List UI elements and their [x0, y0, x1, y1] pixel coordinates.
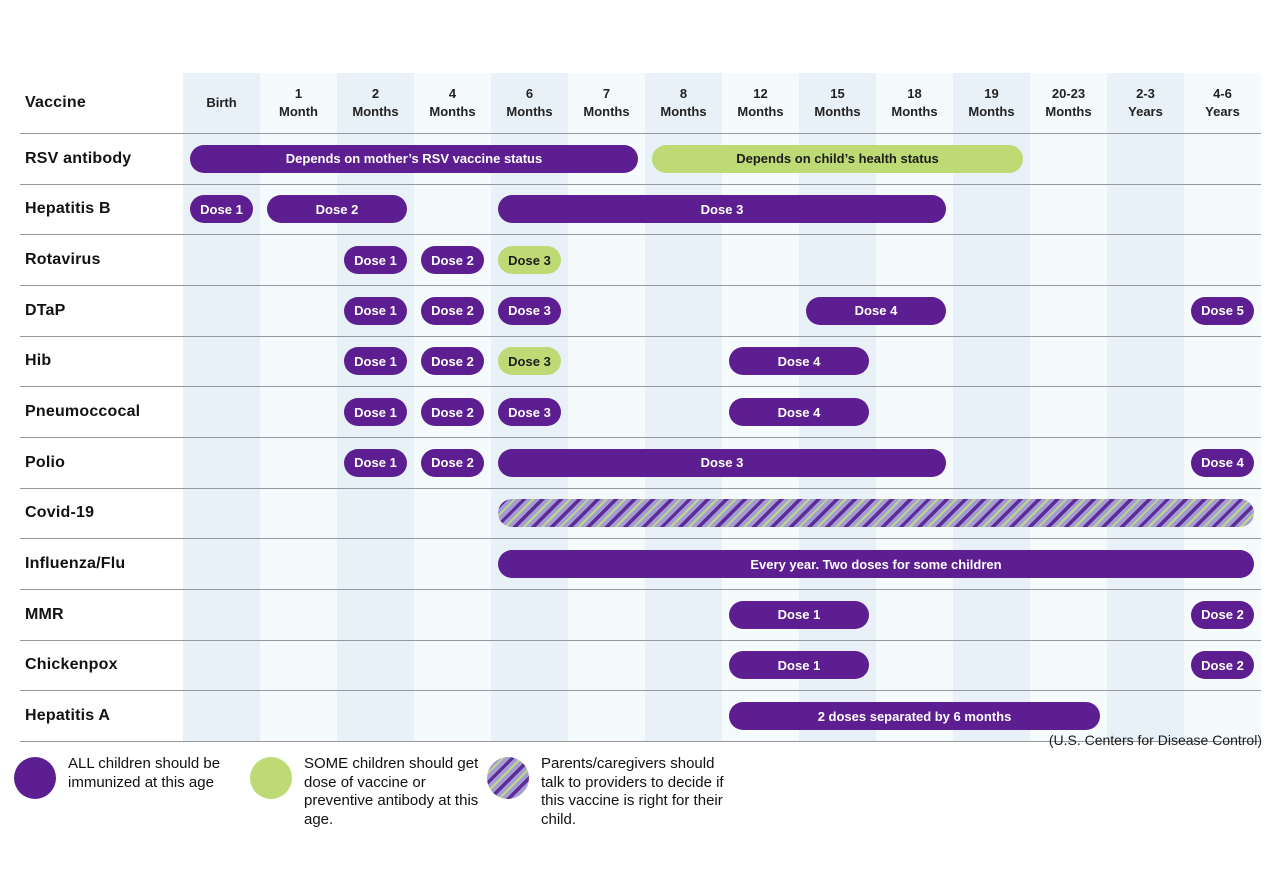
- age-column-header: 8 Months: [660, 85, 707, 119]
- dose-pill: Every year. Two doses for some children: [498, 550, 1254, 579]
- vaccine-row: DTaP Dose 1 Dose 2 Dose 3 Dose 4 Dose 5: [20, 284, 1261, 336]
- age-column-header: 6 Months: [506, 85, 553, 119]
- age-column-header: 15 Months: [814, 85, 861, 119]
- vaccine-label: DTaP: [25, 301, 66, 319]
- dose-pill: Dose 4: [806, 296, 946, 325]
- chart-header-row: Vaccine Birth 1 Month 2 Months 4 Months 6 Months…: [20, 73, 1261, 133]
- vaccine-label: Influenza/Flu: [25, 555, 126, 573]
- vaccine-row: RSV antibody Depends on mother’s RSV vacc…: [20, 133, 1261, 184]
- age-column-header: 4-6 Years: [1205, 85, 1240, 119]
- vaccine-label: Chickenpox: [25, 656, 118, 674]
- legend-text-discuss: Parents/caregivers should talk to provid…: [541, 755, 724, 828]
- dose-pill: Dose 3: [498, 296, 561, 325]
- dose-pill: Dose 2: [421, 296, 484, 325]
- age-column-header: 7 Months: [583, 85, 630, 119]
- age-column-header: 1 Month: [279, 85, 318, 119]
- vaccine-label: Hib: [25, 352, 52, 370]
- dose-pill: 2 doses separated by 6 months: [729, 702, 1100, 731]
- vaccine-label: MMR: [25, 605, 64, 623]
- dose-pill: Dose 2: [421, 347, 484, 376]
- vaccine-row: Pneumoccocal Dose 1 Dose 2 Dose 3 Dose 4: [20, 386, 1261, 437]
- vaccine-row: Rotavirus Dose 1 Dose 2 Dose 3: [20, 234, 1261, 285]
- vaccine-label: Polio: [25, 453, 66, 471]
- dose-pill: Dose 4: [1191, 448, 1254, 477]
- hatched-bar: [498, 499, 1254, 528]
- dose-pill: Dose 3: [498, 347, 561, 376]
- dose-pill: Dose 1: [190, 195, 253, 224]
- dose-pill: Dose 2: [421, 448, 484, 477]
- vaccine-label: Rotavirus: [25, 251, 101, 269]
- vaccine-column-header: Vaccine: [25, 94, 87, 111]
- dose-pill: Dose 2: [1191, 600, 1254, 629]
- vaccine-row: Hepatitis A 2 doses separated by 6 months: [20, 690, 1261, 741]
- vaccine-label: RSV antibody: [25, 149, 132, 167]
- legend-text-some: SOME children should get dose of vaccine…: [304, 755, 479, 828]
- legend: ALL children should be immunized at this…: [0, 755, 780, 865]
- vaccine-rows: RSV antibody Depends on mother’s RSV vacc…: [20, 133, 1261, 742]
- age-column-header: Birth: [206, 94, 237, 110]
- vaccine-row: MMR Dose 1 Dose 2: [20, 588, 1261, 640]
- dose-pill: Dose 3: [498, 246, 561, 275]
- age-column-header: 19 Months: [968, 85, 1015, 119]
- age-column-header: 2 Months: [352, 85, 399, 119]
- legend-text-all: ALL children should be immunized at this…: [68, 755, 221, 791]
- dose-pill: Dose 2: [421, 246, 484, 275]
- dose-pill: Dose 1: [344, 448, 407, 477]
- source-attribution: (U.S. Centers for Disease Control): [1048, 732, 1262, 748]
- age-column-header: 12 Months: [737, 85, 784, 119]
- dose-pill: Dose 3: [498, 195, 946, 224]
- talk-to-provider-dot-icon: [487, 757, 529, 799]
- age-column-header: 18 Months: [891, 85, 938, 119]
- dose-pill: Dose 2: [267, 195, 407, 224]
- vaccine-row: Chickenpox Dose 1 Dose 2: [20, 639, 1261, 691]
- age-column-header: 20-23 Months: [1045, 85, 1092, 119]
- vaccine-row: Influenza/Flu Every year. Two doses for s…: [20, 538, 1261, 589]
- age-column-header: 2-3 Years: [1128, 85, 1163, 119]
- age-column-header: 4 Months: [429, 85, 476, 119]
- dose-pill: Dose 3: [498, 398, 561, 427]
- dose-pill: Dose 1: [344, 246, 407, 275]
- vaccine-row: Polio Dose 1 Dose 2 Dose 3 Dose 4: [20, 436, 1261, 488]
- dose-pill: Dose 1: [344, 347, 407, 376]
- dose-pill: Dose 4: [729, 347, 869, 376]
- dose-pill: Dose 5: [1191, 296, 1254, 325]
- dose-pill: Dose 1: [729, 651, 869, 680]
- dose-pill: Dose 4: [729, 398, 869, 427]
- dose-pill: Dose 2: [421, 398, 484, 427]
- some-children-dot-icon: [250, 757, 292, 799]
- dose-pill: Dose 3: [498, 448, 946, 477]
- vaccine-label: Hepatitis A: [25, 707, 111, 725]
- vaccine-schedule-chart: Vaccine Birth 1 Month 2 Months 4 Months 6 Months…: [20, 73, 1261, 742]
- dose-pill: Depends on child’s health status: [652, 144, 1023, 173]
- dose-pill: Dose 2: [1191, 651, 1254, 680]
- dose-pill: Dose 1: [729, 600, 869, 629]
- vaccine-row: Covid-19: [20, 487, 1261, 539]
- all-children-dot-icon: [14, 757, 56, 799]
- vaccine-label: Hepatitis B: [25, 200, 111, 218]
- vaccine-label: Pneumoccocal: [25, 403, 141, 421]
- vaccine-row: Hepatitis B Dose 1 Dose 2 Dose 3: [20, 183, 1261, 235]
- dose-pill: Dose 1: [344, 398, 407, 427]
- dose-pill: Depends on mother’s RSV vaccine status: [190, 144, 638, 173]
- vaccine-label: Covid-19: [25, 504, 95, 522]
- vaccine-row: Hib Dose 1 Dose 2 Dose 3 Dose 4: [20, 335, 1261, 387]
- dose-pill: Dose 1: [344, 296, 407, 325]
